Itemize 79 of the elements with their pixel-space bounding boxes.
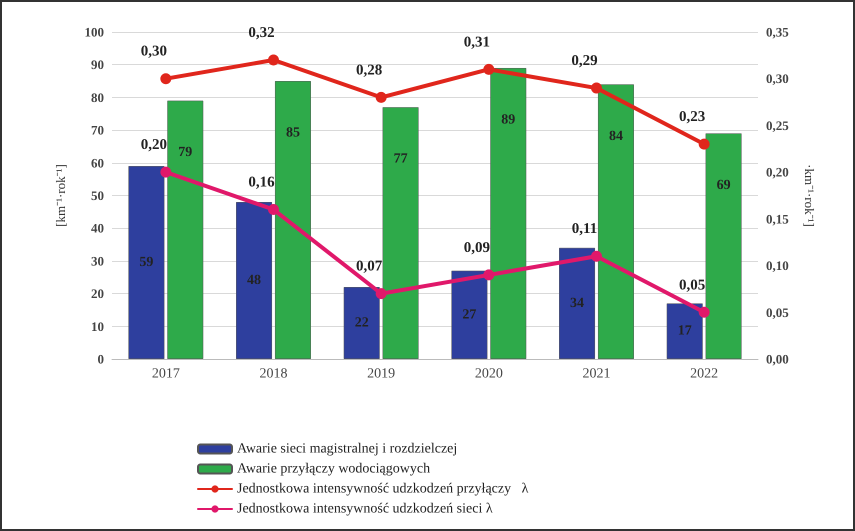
bar [598, 84, 634, 359]
legend-label: Jednostkowa intensywność udzkodzeń sieci λ [237, 502, 493, 516]
x-tick-label: 2021 [582, 366, 610, 382]
y-axis-title: [km⁻¹·rok⁻¹] [53, 164, 68, 227]
point [591, 82, 602, 94]
point [268, 54, 279, 66]
data-label: 0,29 [571, 53, 598, 70]
point [160, 166, 172, 178]
data-label: 0,09 [464, 240, 490, 256]
data-label: 0,20 [140, 137, 167, 154]
y2-tick-label: 0,15 [766, 211, 790, 226]
data-label: 85 [286, 126, 300, 141]
x-tick-label: 2019 [367, 366, 396, 382]
data-label: 0,28 [356, 62, 382, 78]
data-label: 69 [716, 178, 731, 193]
y2-tick-label: 0,35 [766, 24, 790, 40]
bar [666, 303, 703, 359]
data-label: 48 [247, 273, 262, 288]
data-label: 0,16 [248, 174, 276, 191]
data-label: 89 [501, 112, 516, 128]
y2-axis-title: ·km⁻¹·rok⁻¹] [802, 164, 817, 227]
y-tick-label: 80 [91, 90, 104, 105]
point [160, 73, 172, 84]
point [591, 250, 602, 262]
data-label: 77 [394, 152, 408, 167]
data-label: 59 [139, 255, 154, 270]
y-tick-label: 0 [98, 352, 104, 366]
y-tick-label: 90 [91, 57, 104, 72]
bar [706, 133, 742, 359]
point [376, 92, 387, 103]
point [698, 138, 710, 150]
data-label: 0,11 [572, 221, 598, 238]
data-label: 0,30 [140, 44, 167, 60]
data-label: 27 [462, 307, 476, 322]
x-tick-label: 2022 [690, 366, 718, 382]
point [483, 269, 494, 280]
y-tick-label: 40 [91, 220, 104, 236]
y2-tick-label: 0,20 [766, 164, 789, 180]
bar [382, 107, 419, 359]
data-label: 34 [570, 296, 584, 311]
x-tick-label: 2017 [152, 366, 180, 382]
y2-tick-label: 0,25 [766, 118, 790, 133]
y-tick-label: 100 [84, 24, 104, 40]
data-label: 17 [678, 324, 692, 339]
data-label: 0,05 [679, 277, 706, 294]
bar [490, 68, 526, 359]
bar [559, 248, 596, 359]
bar [274, 81, 311, 359]
x-tick-label: 2020 [474, 366, 503, 382]
point [483, 64, 494, 75]
bar [167, 100, 204, 359]
y-tick-label: 70 [91, 122, 104, 138]
data-label: 0,23 [679, 109, 706, 126]
y-tick-label: 60 [91, 155, 104, 170]
point [698, 306, 710, 318]
y2-tick-label: 0,00 [766, 352, 789, 366]
y-tick-label: 20 [91, 286, 104, 302]
data-label: 0,32 [248, 25, 275, 42]
y-tick-label: 50 [91, 188, 104, 203]
legend-label: Awarie przyłączy wodociągowych [237, 462, 430, 476]
bar [344, 287, 380, 359]
point [376, 288, 387, 300]
y2-tick-label: 0,05 [766, 304, 790, 320]
y2-tick-label: 0,10 [766, 258, 789, 274]
y-tick-label: 30 [91, 253, 104, 268]
data-label: 0,31 [464, 34, 490, 50]
data-label: 0,07 [356, 258, 383, 275]
legend-label: Awarie sieci magistralnej i rozdzielczej [237, 442, 458, 456]
bar [236, 202, 272, 359]
bar [451, 270, 488, 359]
data-label: 79 [178, 145, 192, 160]
y2-tick-label: 0,30 [766, 71, 789, 86]
bar [128, 166, 164, 359]
data-label: 84 [608, 128, 623, 144]
y-tick-label: 10 [91, 318, 104, 334]
data-label: 22 [354, 316, 369, 331]
x-tick-label: 2018 [260, 366, 288, 382]
legend-label: Jednostkowa intensywność udzkodzeń przyłączy λ [237, 482, 529, 496]
point [268, 204, 279, 216]
